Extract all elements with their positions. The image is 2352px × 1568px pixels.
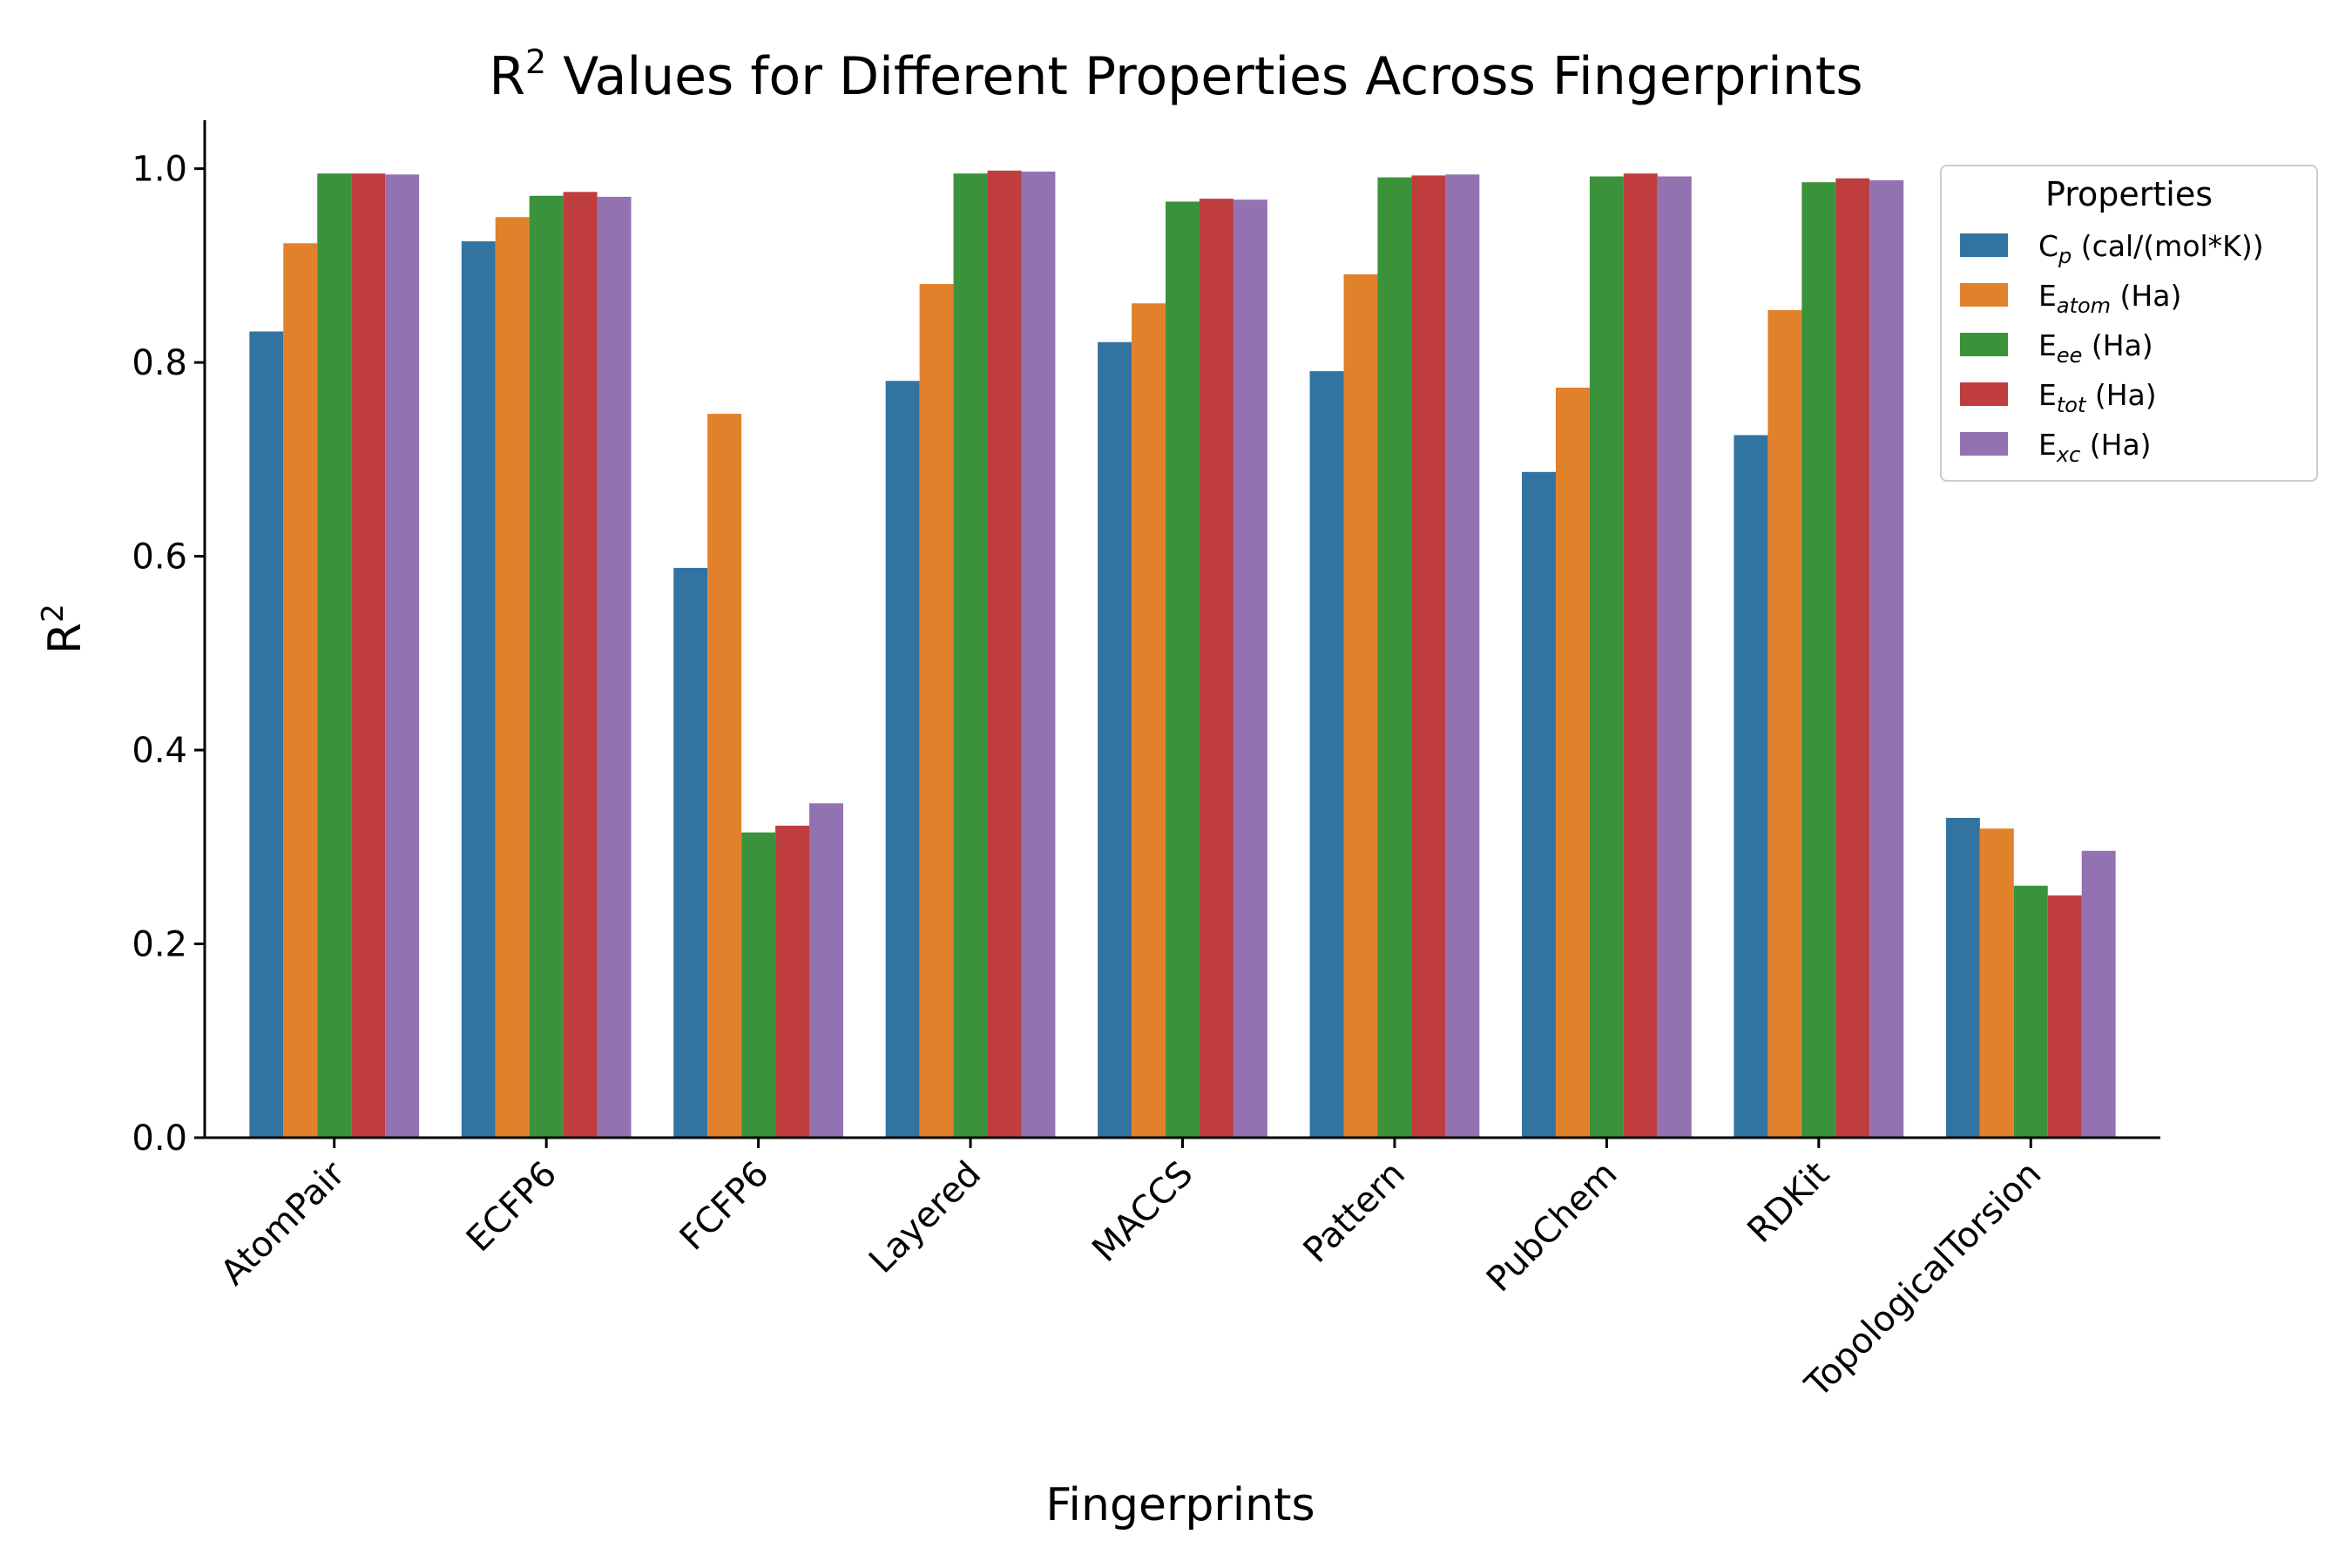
legend-swatch-5 (1960, 432, 2008, 456)
chart-title-prefix: R (489, 46, 525, 107)
bar-maccs-series-4 (1199, 199, 1233, 1138)
bar-pattern-series-1 (1309, 371, 1344, 1138)
bar-pubchem-series-5 (1657, 176, 1692, 1139)
x-tick-label-pattern: Pattern (1296, 1154, 1413, 1271)
bar-pubchem-series-4 (1623, 173, 1658, 1139)
x-tick-label-atompair: AtomPair (213, 1153, 353, 1293)
y-axis-title: R2 (36, 604, 91, 654)
y-tick-label: 0.6 (132, 537, 187, 578)
bar-topologicaltorsion-series-3 (2013, 885, 2048, 1138)
bar-ecfp6-series-1 (461, 241, 496, 1138)
bar-rdkit-series-1 (1734, 435, 1768, 1138)
x-tick-label-layered: Layered (862, 1154, 989, 1281)
legend-swatch-4 (1960, 382, 2008, 406)
y-tick-label: 0.0 (132, 1119, 187, 1159)
bar-topologicaltorsion-series-1 (1945, 817, 1980, 1138)
legend-swatch-3 (1960, 333, 2008, 356)
bar-atompair-series-4 (351, 173, 386, 1139)
chart-title-rest: Values for Different Properties Across F… (546, 46, 1862, 107)
legend-label-2: Eatom (Ha) (2038, 279, 2181, 318)
legend-label-3: Eee (Ha) (2038, 328, 2153, 368)
x-tick-label-maccs: MACCS (1085, 1154, 1200, 1270)
bar-pattern-series-5 (1445, 174, 1480, 1138)
bar-fcfp6-series-3 (741, 832, 776, 1138)
bar-ecfp6-series-2 (495, 217, 530, 1139)
y-axis-ticks: 0.0 0.2 0.4 0.6 0.8 1.0 (132, 150, 205, 1159)
bar-pattern-series-4 (1411, 175, 1446, 1138)
x-axis-title: Fingerprints (1045, 1479, 1315, 1531)
bar-rdkit-series-5 (1869, 179, 1904, 1138)
x-tick-label-rdkit: RDKit (1740, 1154, 1836, 1251)
x-tick-label-ecfp6: ECFP6 (459, 1154, 564, 1260)
legend-label-4: Etot (Ha) (2038, 378, 2157, 417)
bar-pubchem-series-2 (1555, 388, 1590, 1138)
y-axis-title-superscript: 2 (36, 604, 71, 623)
y-tick-label: 0.4 (132, 731, 187, 771)
legend-label-5: Exc (Ha) (2038, 428, 2152, 467)
y-tick-label: 0.2 (132, 925, 187, 965)
legend-items: Cp (cal/(mol*K)) Eatom (Ha) Eee (Ha) Etot (… (1960, 229, 2264, 467)
bar-rdkit-series-2 (1767, 310, 1802, 1138)
bar-ecfp6-series-4 (563, 192, 598, 1139)
y-tick-label: 1.0 (132, 150, 187, 190)
bar-layered-series-3 (953, 173, 988, 1139)
legend: Properties Cp (cal/(mol*K)) Eatom (Ha) Eee… (1940, 165, 2318, 482)
x-tick-label-fcfp6: FCFP6 (672, 1154, 777, 1259)
bar-ecfp6-series-3 (529, 195, 564, 1138)
x-tick-label-pubchem: PubChem (1479, 1154, 1625, 1301)
bar-rdkit-series-3 (1801, 182, 1836, 1138)
bar-maccs-series-1 (1098, 341, 1132, 1138)
bar-rdkit-series-4 (1835, 178, 1870, 1138)
x-axis-ticks: AtomPair ECFP6 FCFP6 Layered MACCS Pattern Pub… (213, 1138, 2049, 1406)
bars-group (249, 170, 2116, 1139)
y-tick-label: 0.8 (132, 343, 187, 383)
bar-pubchem-series-3 (1589, 176, 1624, 1139)
legend-swatch-1 (1960, 233, 2008, 257)
bar-topologicaltorsion-series-2 (1979, 828, 2014, 1138)
bar-maccs-series-2 (1132, 303, 1166, 1138)
bar-pattern-series-3 (1377, 177, 1412, 1138)
bar-atompair-series-2 (283, 243, 318, 1139)
bar-fcfp6-series-4 (775, 825, 810, 1138)
bar-fcfp6-series-5 (809, 803, 843, 1138)
bar-layered-series-5 (1021, 171, 1056, 1139)
bar-fcfp6-series-2 (707, 414, 742, 1139)
bar-atompair-series-5 (385, 174, 420, 1138)
bar-layered-series-2 (919, 283, 954, 1138)
bar-atompair-series-1 (249, 331, 284, 1139)
bar-atompair-series-3 (317, 173, 352, 1139)
legend-swatch-2 (1960, 283, 2008, 307)
bar-maccs-series-5 (1233, 199, 1267, 1139)
chart-title: R2 Values for Different Properties Acros… (489, 43, 1862, 107)
bar-layered-series-4 (987, 170, 1022, 1139)
bar-pubchem-series-1 (1522, 471, 1556, 1138)
bar-topologicaltorsion-series-5 (2081, 850, 2116, 1138)
y-axis-title-base: R (39, 623, 91, 654)
bar-maccs-series-3 (1166, 201, 1200, 1139)
bar-ecfp6-series-5 (597, 196, 632, 1139)
chart-title-superscript: 2 (525, 43, 546, 81)
bar-layered-series-1 (885, 381, 920, 1138)
legend-frame (1940, 165, 2318, 482)
x-tick-label-topologicaltorsion: TopologicalTorsion (1797, 1154, 2049, 1406)
bar-pattern-series-2 (1343, 274, 1378, 1139)
bar-topologicaltorsion-series-4 (2047, 895, 2082, 1138)
legend-title: Properties (2045, 175, 2213, 213)
legend-label-1: Cp (cal/(mol*K)) (2038, 229, 2264, 268)
bar-fcfp6-series-1 (673, 567, 708, 1138)
